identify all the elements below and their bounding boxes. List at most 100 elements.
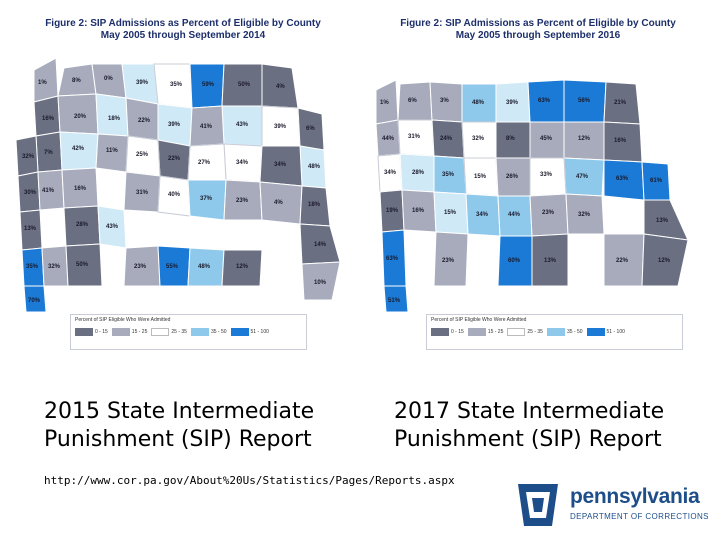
- pennsylvania-doc-logo: pennsylvania DEPARTMENT OF CORRECTIONS: [512, 480, 712, 530]
- county-label: 8%: [72, 78, 81, 84]
- county-label: 30%: [24, 190, 37, 196]
- county-label: 63%: [538, 98, 551, 104]
- source-url-link[interactable]: http://www.cor.pa.gov/About%20Us/Statist…: [44, 474, 455, 487]
- legend-bin-label: 15 - 25: [487, 329, 504, 335]
- county-label: 28%: [76, 222, 89, 228]
- county-label: 23%: [134, 264, 147, 270]
- county-label: 44%: [508, 212, 521, 218]
- county-label: 32%: [472, 136, 485, 142]
- county-label: 45%: [540, 136, 553, 142]
- county-label: 19%: [386, 208, 399, 214]
- county-label: 35%: [170, 82, 183, 88]
- legend-bin: 51 - 100: [586, 328, 625, 336]
- county-label: 23%: [236, 198, 249, 204]
- map-title-line2: May 2005 through September 2016: [455, 30, 621, 41]
- county-label: 25%: [136, 152, 149, 158]
- county-label: 16%: [614, 138, 627, 144]
- county-label: 13%: [544, 258, 557, 264]
- county-label: 1%: [380, 100, 389, 106]
- county-label: 23%: [542, 210, 555, 216]
- county-label: 34%: [384, 170, 397, 176]
- map-legend: Percent of SIP Eligible Who Were Admitte…: [70, 314, 307, 350]
- county-labels-2017: 1% 6% 3% 48% 39% 63% 56% 21% 44% 31% 24%…: [380, 98, 671, 304]
- legend-bin: 35 - 50: [190, 328, 227, 336]
- county-label: 16%: [74, 186, 87, 192]
- county-label: 31%: [136, 190, 149, 196]
- county-label: 35%: [26, 264, 39, 270]
- county-label: 42%: [72, 146, 85, 152]
- county-label: 37%: [200, 196, 213, 202]
- county-label: 3%: [440, 98, 449, 104]
- county-label: 60%: [508, 258, 521, 264]
- county-label: 34%: [476, 212, 489, 218]
- county-label: 16%: [42, 116, 55, 122]
- county-label: 18%: [108, 116, 121, 122]
- county-label: 32%: [578, 212, 591, 218]
- county-label: 14%: [314, 242, 327, 248]
- county-label: 23%: [442, 258, 455, 264]
- county-label: 35%: [442, 172, 455, 178]
- caption-2017-report: 2017 State Intermediate Punishment (SIP)…: [394, 399, 665, 452]
- county-label: 34%: [236, 160, 249, 166]
- county-label: 59%: [202, 82, 215, 88]
- legend-bin-label: 0 - 15: [451, 329, 464, 335]
- county-label: 12%: [578, 136, 591, 142]
- map-title-line1: Figure 2: SIP Admissions as Percent of E…: [400, 18, 676, 29]
- county-label: 39%: [274, 124, 287, 130]
- legend-bin-label: 25 - 35: [527, 329, 543, 335]
- legend-bin: 15 - 25: [467, 328, 504, 336]
- legend-bin: 15 - 25: [111, 328, 148, 336]
- county-label: 4%: [274, 200, 283, 206]
- county-label: 50%: [238, 82, 251, 88]
- counties-2015: [15, 57, 341, 312]
- county-label: 8%: [506, 136, 515, 142]
- county-map-2015: 1% 8% 0% 39% 35% 59% 50% 4% 16% 20% 18% …: [15, 57, 341, 312]
- legend-bin-label: 51 - 100: [606, 329, 625, 335]
- county-label: 6%: [306, 126, 315, 132]
- county-label: 0%: [104, 76, 113, 82]
- county-label: 39%: [136, 80, 149, 86]
- county-label: 21%: [614, 100, 627, 106]
- legend-title: Percent of SIP Eligible Who Were Admitte…: [75, 317, 171, 323]
- county-label: 28%: [412, 170, 425, 176]
- county-label: 63%: [616, 176, 629, 182]
- legend-bin-label: 25 - 35: [171, 329, 187, 335]
- county-label: 51%: [388, 298, 401, 304]
- county-label: 56%: [578, 98, 591, 104]
- county-label: 12%: [658, 258, 671, 264]
- keystone-icon: [518, 484, 558, 526]
- county-label: 41%: [200, 124, 213, 130]
- county-labels-2015: 1% 8% 0% 39% 35% 59% 50% 4% 16% 20% 18% …: [22, 76, 327, 304]
- county-label: 61%: [650, 178, 663, 184]
- legend-bin: 0 - 15: [75, 328, 108, 336]
- map-panel-2017: Figure 2: SIP Admissions as Percent of E…: [368, 18, 708, 353]
- county-label: 44%: [382, 136, 395, 142]
- county-label: 4%: [276, 84, 285, 90]
- map-legend: Percent of SIP Eligible Who Were Admitte…: [426, 314, 683, 350]
- map-title-line1: Figure 2: SIP Admissions as Percent of E…: [45, 18, 321, 29]
- legend-bin-label: 15 - 25: [131, 329, 148, 335]
- county-label: 22%: [168, 156, 181, 162]
- legend-title: Percent of SIP Eligible Who Were Admitte…: [431, 317, 527, 323]
- county-map-2017: 1% 6% 3% 48% 39% 63% 56% 21% 44% 31% 24%…: [375, 79, 689, 312]
- counties-2017: [375, 79, 689, 312]
- logo-subtitle: DEPARTMENT OF CORRECTIONS: [570, 512, 709, 521]
- county-label: 39%: [506, 100, 519, 106]
- county-label: 16%: [412, 208, 425, 214]
- county-label: 31%: [408, 134, 421, 140]
- county-label: 70%: [28, 298, 41, 304]
- county-label: 48%: [472, 100, 485, 106]
- county-label: 11%: [106, 148, 118, 154]
- county-label: 55%: [166, 264, 179, 270]
- county-label: 15%: [444, 210, 457, 216]
- county-label: 22%: [138, 118, 151, 124]
- county-label: 6%: [408, 98, 417, 104]
- county-label: 63%: [386, 256, 399, 262]
- county-label: 32%: [22, 154, 35, 160]
- legend-bin: 51 - 100: [230, 328, 269, 336]
- county-label: 22%: [616, 258, 629, 264]
- county-label: 7%: [44, 150, 53, 156]
- county-label: 39%: [168, 122, 181, 128]
- county-label: 50%: [76, 262, 89, 268]
- caption-2015-report: 2015 State Intermediate Punishment (SIP)…: [44, 399, 315, 452]
